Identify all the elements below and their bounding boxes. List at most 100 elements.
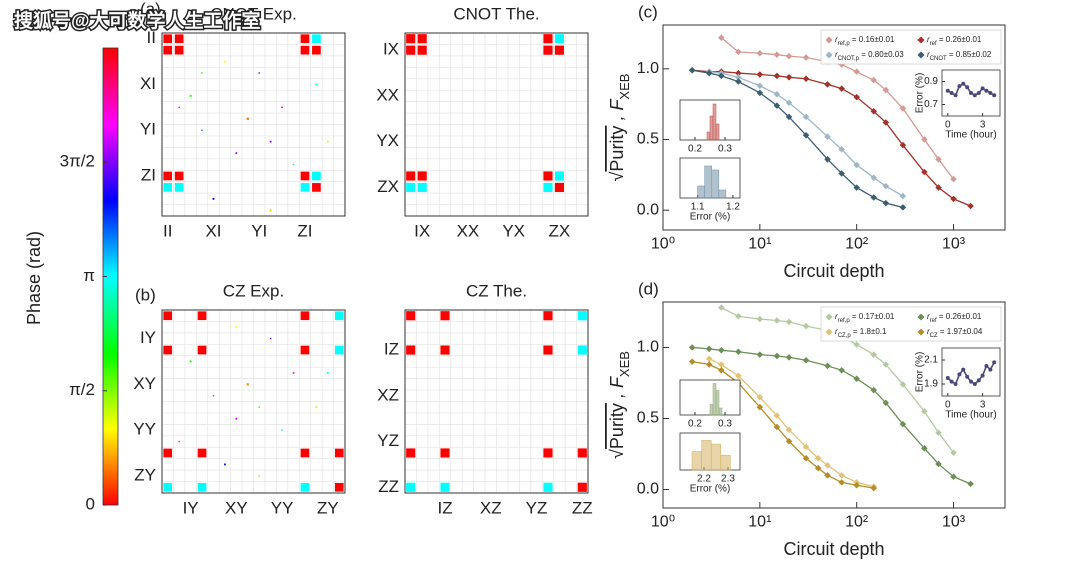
matrix-y-label: YY bbox=[133, 420, 156, 439]
data-point bbox=[773, 352, 781, 360]
legend-label: rCNOT,p = 0.80±0.03 bbox=[835, 50, 904, 61]
legend-suffix: = 0.80±0.03 bbox=[859, 50, 904, 59]
y-label-radicand: Purity bbox=[607, 403, 627, 449]
matrix-cell bbox=[174, 171, 184, 181]
data-point bbox=[992, 93, 997, 98]
legend-label: rref = 0.26±0.01 bbox=[927, 312, 982, 323]
legend-label: rCZ = 1.97±0.04 bbox=[927, 327, 983, 338]
x-tick-label: 10¹ bbox=[748, 514, 771, 531]
matrix-cell bbox=[246, 383, 249, 386]
data-point bbox=[935, 429, 942, 436]
data-point bbox=[972, 93, 977, 98]
panel-label: (b) bbox=[135, 285, 156, 304]
matrix-cell bbox=[543, 345, 553, 355]
matrix-cell bbox=[406, 34, 416, 44]
data-point bbox=[705, 69, 713, 77]
matrix-cell bbox=[543, 171, 553, 181]
matrix-cell bbox=[223, 60, 226, 63]
matrix-title: CNOT Exp. bbox=[210, 4, 297, 23]
legend-label: rCNOT = 0.85±0.02 bbox=[927, 50, 992, 61]
y-tick-label: 0.9 bbox=[924, 76, 938, 87]
legend-name: ref bbox=[930, 318, 937, 324]
legend-suffix: = 0.16±0.01 bbox=[850, 35, 895, 44]
matrix-cell bbox=[163, 482, 173, 492]
data-point bbox=[980, 373, 985, 378]
colorbar-tick-label: 0 bbox=[86, 494, 95, 513]
x-tick-label: 10⁰ bbox=[651, 514, 675, 531]
matrix-cell bbox=[334, 448, 344, 458]
matrix-y-label: ZZ bbox=[378, 477, 399, 496]
data-point bbox=[921, 408, 928, 415]
legend-name: CZ,p bbox=[838, 333, 852, 339]
data-point bbox=[735, 372, 742, 380]
data-point bbox=[824, 133, 831, 140]
data-point bbox=[967, 202, 974, 210]
legend-frame bbox=[820, 306, 1002, 342]
matrix-cell bbox=[269, 140, 272, 143]
legend-suffix: = 1.97±0.04 bbox=[938, 327, 983, 336]
histogram-bar bbox=[718, 189, 727, 199]
legend-prefix: r bbox=[927, 50, 930, 59]
data-point bbox=[882, 399, 890, 407]
watermark: 搜狐号@大可数学人生工作室 bbox=[14, 9, 261, 32]
x-tick-label: 0.2 bbox=[688, 144, 702, 155]
matrix-cell bbox=[197, 311, 207, 321]
matrix-y-label: YI bbox=[140, 120, 156, 139]
x-axis-label: Error (%) bbox=[690, 212, 731, 223]
matrix-title: CNOT The. bbox=[453, 4, 539, 23]
y-label-sep: , F bbox=[607, 99, 627, 126]
data-point bbox=[814, 455, 822, 462]
matrix-cell bbox=[543, 182, 553, 192]
matrix-cell bbox=[312, 171, 321, 181]
data-point bbox=[950, 195, 957, 203]
matrix-cell bbox=[554, 45, 564, 55]
data-point bbox=[838, 472, 845, 479]
data-point bbox=[870, 351, 877, 358]
matrix-x-label: ZX bbox=[549, 221, 571, 240]
y-label-root: √ bbox=[607, 449, 627, 459]
x-tick-label: 0 bbox=[945, 120, 951, 131]
matrix-y-label: IY bbox=[140, 328, 156, 347]
matrix-cell bbox=[163, 345, 173, 355]
data-point bbox=[988, 91, 993, 95]
data-point bbox=[824, 362, 831, 370]
data-point bbox=[718, 366, 725, 374]
matrix-cell bbox=[258, 475, 261, 477]
matrix-cell bbox=[312, 34, 321, 44]
colorbar-label: Phase (rad) bbox=[24, 231, 44, 325]
matrix-frame bbox=[161, 309, 346, 494]
matrix-cell bbox=[300, 345, 310, 355]
matrix-cell bbox=[197, 345, 207, 355]
matrix-cell bbox=[312, 45, 321, 55]
matrix-cell bbox=[246, 117, 249, 120]
data-point bbox=[882, 361, 890, 368]
data-point bbox=[705, 355, 713, 363]
y-axis-label: Error (%) bbox=[915, 73, 926, 114]
matrix-cell bbox=[312, 183, 321, 192]
data-point bbox=[756, 393, 764, 401]
x-tick-label: 3 bbox=[980, 120, 986, 131]
matrix-cell bbox=[406, 448, 416, 458]
data-point bbox=[988, 367, 993, 372]
data-point bbox=[824, 156, 831, 163]
x-axis-label: Circuit depth bbox=[783, 539, 884, 559]
matrix-cell bbox=[543, 482, 553, 492]
x-tick-label: 0.3 bbox=[718, 419, 732, 430]
matrix-cell bbox=[406, 171, 416, 181]
y-tick-label: 0.7 bbox=[924, 99, 938, 110]
data-point bbox=[899, 420, 907, 428]
data-point bbox=[921, 445, 928, 452]
data-point bbox=[969, 91, 973, 95]
panel-label: (d) bbox=[638, 279, 659, 298]
matrix-cell bbox=[163, 311, 173, 321]
matrix-cell bbox=[440, 482, 450, 492]
matrix-x-label: ZY bbox=[317, 498, 339, 517]
matrix-x-label: IY bbox=[183, 498, 199, 517]
matrix-y-label: YX bbox=[376, 131, 399, 150]
data-point bbox=[870, 386, 877, 394]
matrix-cell bbox=[300, 482, 310, 492]
matrix-cell bbox=[326, 371, 329, 374]
matrix-y-label: XX bbox=[376, 85, 399, 104]
matrix-cell bbox=[300, 311, 310, 321]
matrix-cell bbox=[334, 482, 344, 492]
